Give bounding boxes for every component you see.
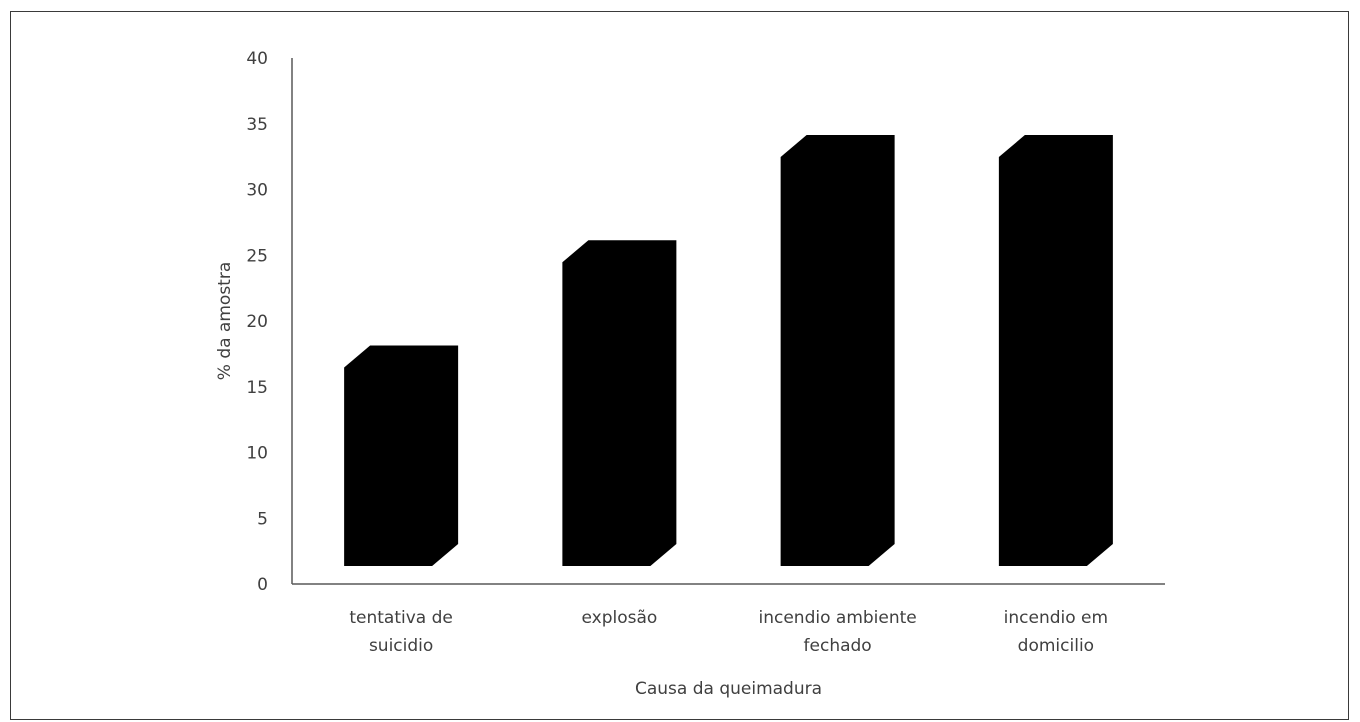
bar xyxy=(344,345,459,566)
bar xyxy=(998,135,1113,567)
y-tick-label: 5 xyxy=(257,509,268,529)
y-tick-label: 15 xyxy=(246,378,268,398)
x-category-label: tentativa de suicidio xyxy=(349,608,453,656)
y-tick-label: 0 xyxy=(257,575,268,595)
figure-frame xyxy=(10,11,1349,720)
y-tick-label: 40 xyxy=(246,49,268,69)
y-axis-title: % da amostra xyxy=(215,262,235,380)
x-category-label: incendio ambiente fechado xyxy=(759,608,917,656)
x-axis-categories: tentativa de suicidio explosão incendio amb… xyxy=(349,608,1108,656)
y-tick-label: 30 xyxy=(246,181,268,201)
x-category-label: incendio em domicilio xyxy=(1004,608,1108,656)
y-tick-label: 25 xyxy=(246,246,268,266)
y-axis-ticks: 0 5 10 15 20 25 30 35 40 xyxy=(246,49,268,595)
x-axis-title: Causa da queimadura xyxy=(635,679,822,699)
bar xyxy=(562,240,677,566)
bars-group xyxy=(344,135,1113,567)
y-tick-label: 35 xyxy=(246,115,268,135)
bar xyxy=(780,135,895,567)
y-tick-label: 20 xyxy=(246,312,268,332)
y-tick-label: 10 xyxy=(246,444,268,464)
x-category-label: explosão xyxy=(581,608,657,628)
